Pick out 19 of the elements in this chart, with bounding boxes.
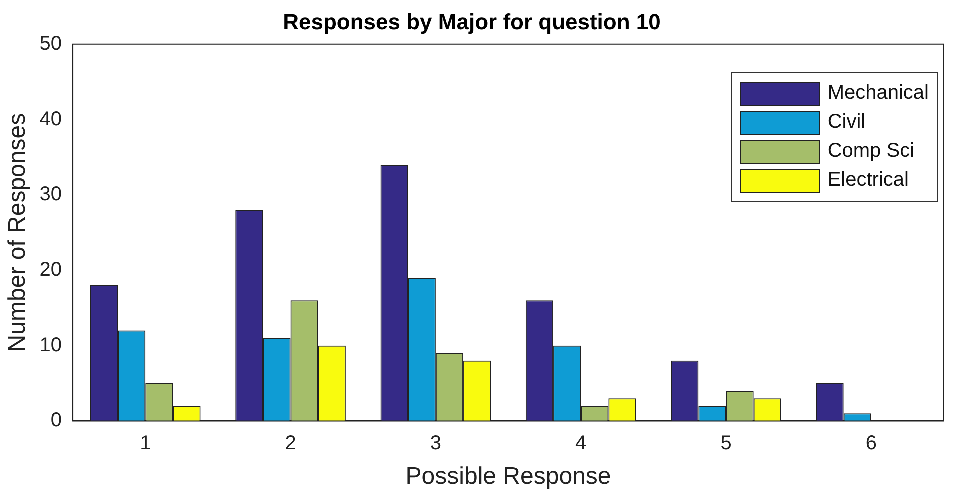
legend-label: Civil (828, 111, 866, 134)
x-tick-label: 3 (430, 432, 442, 455)
x-tick-label: 6 (866, 432, 877, 455)
legend-label: Mechanical (828, 82, 929, 105)
x-tick-label: 4 (576, 432, 587, 455)
x-tick-label: 1 (140, 432, 152, 455)
x-tick-label: 2 (285, 432, 296, 455)
y-tick-label: 0 (50, 410, 62, 432)
y-tick-label: 40 (40, 108, 62, 130)
y-tick-label: 10 (40, 334, 62, 356)
x-axis-title: Possible Response (406, 463, 612, 490)
x-tick-label: 5 (720, 432, 732, 455)
y-tick-label: 50 (40, 32, 62, 55)
y-tick-label: 20 (40, 258, 62, 281)
legend-label: Electrical (828, 169, 909, 192)
y-tick-label: 30 (40, 184, 62, 206)
chart-title: Responses by Major for question 10 (283, 9, 661, 34)
y-axis-title: Number of Responses (4, 113, 32, 352)
legend-label: Comp Sci (828, 140, 915, 163)
